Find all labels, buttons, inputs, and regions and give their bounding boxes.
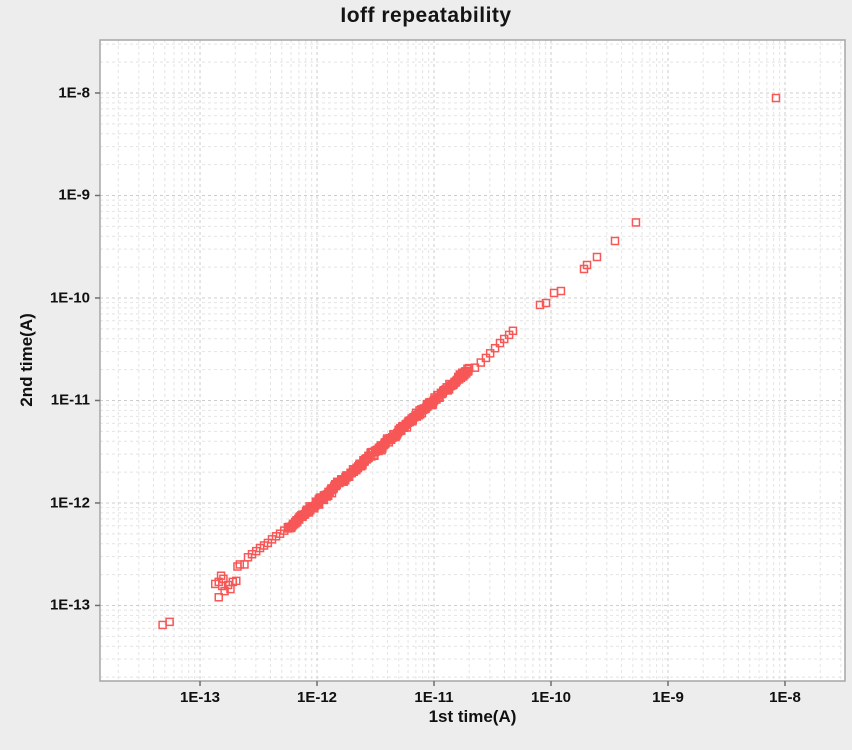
data-point xyxy=(771,93,781,103)
data-point xyxy=(485,349,495,358)
data-point xyxy=(470,363,480,372)
y-axis-title: 2nd time(A) xyxy=(17,313,36,407)
x-tick-label: 1E-12 xyxy=(297,689,338,706)
data-point xyxy=(464,363,474,373)
x-axis-title: 1st time(A) xyxy=(428,707,517,726)
data-point xyxy=(610,236,620,246)
data-point xyxy=(235,560,245,569)
data-point xyxy=(592,252,602,262)
x-tick-label: 1E-13 xyxy=(180,689,221,706)
data-point xyxy=(214,593,223,602)
y-tick-label: 1E-12 xyxy=(49,494,90,512)
x-tick-label: 1E-11 xyxy=(414,689,454,706)
y-tick-label: 1E-9 xyxy=(58,186,90,204)
data-point xyxy=(556,286,566,296)
y-tick-label: 1E-13 xyxy=(49,596,90,614)
data-point xyxy=(219,574,228,584)
data-point xyxy=(541,298,551,308)
data-point xyxy=(631,218,641,227)
chart-title: Ioff repeatability xyxy=(340,4,512,27)
data-point xyxy=(476,358,486,367)
x-tick-label: 1E-8 xyxy=(769,689,801,706)
y-tick-label: 1E-8 xyxy=(58,84,90,102)
data-point xyxy=(535,300,545,310)
x-tick-label: 1E-9 xyxy=(652,689,684,706)
data-point xyxy=(490,343,500,353)
data-point xyxy=(582,260,592,270)
data-point xyxy=(165,617,174,627)
data-point xyxy=(280,526,289,535)
x-tick-label: 1E-10 xyxy=(530,689,572,706)
y-tick-label: 1E-10 xyxy=(49,289,90,307)
plot-frame xyxy=(99,39,846,682)
data-point xyxy=(508,326,518,336)
y-tick-label: 1E-11 xyxy=(50,391,90,409)
data-point xyxy=(232,576,241,586)
